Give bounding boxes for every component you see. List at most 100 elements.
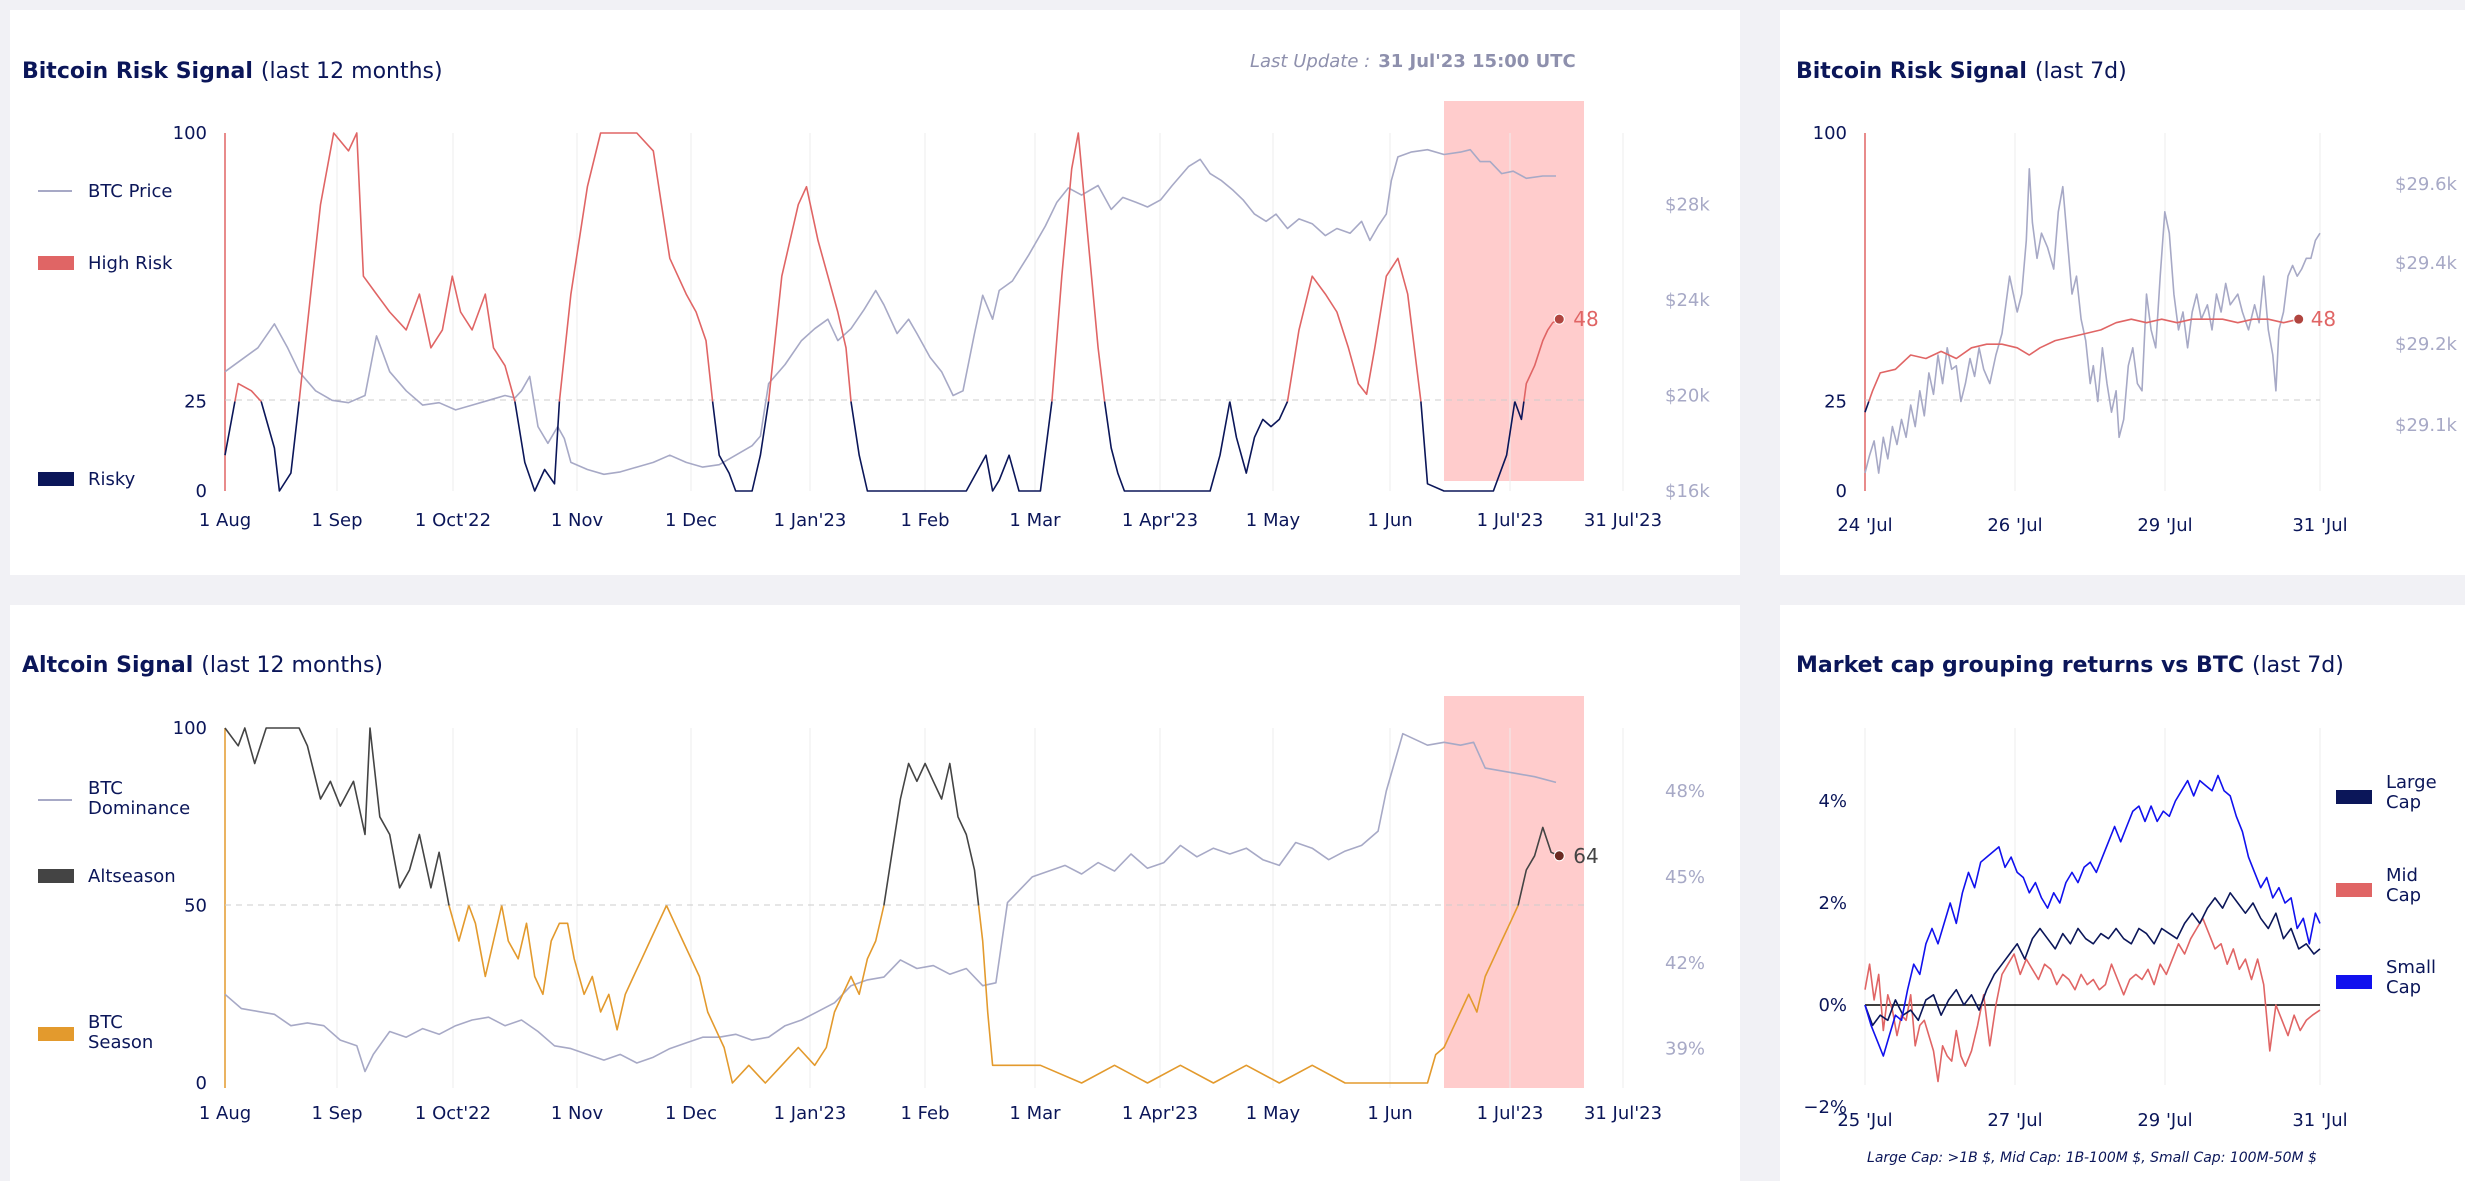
risk-12m-x-tick: 1 Mar xyxy=(1009,510,1061,531)
risk-12m-right-tick: $20k xyxy=(1665,386,1710,407)
risk-7d-right-tick: $29.4k xyxy=(2395,253,2458,274)
legend-btc-season-line: BTC xyxy=(88,1012,123,1033)
altcoin-12m-x-tick: 1 Nov xyxy=(551,1103,604,1124)
mcap-7d-title: Market cap grouping returns vs BTC xyxy=(1796,653,2244,678)
risk-12m-signal-segment-3 xyxy=(298,132,516,402)
altcoin-12m-y-tick: 50 xyxy=(184,896,207,917)
legend-btc-season: BTC Season xyxy=(88,1012,153,1053)
risk-12m-signal-segment-2 xyxy=(260,401,300,492)
risk-7d-signal-segment-0 xyxy=(1864,401,1870,413)
altcoin-12m-x-tick: 1 Apr'23 xyxy=(1122,1103,1198,1124)
legend-altseason-swatch xyxy=(38,869,74,883)
altcoin-12m-x-tick: 1 Mar xyxy=(1009,1103,1061,1124)
legend-large-cap-line: Large xyxy=(2386,772,2437,793)
risk-12m-price-line xyxy=(224,148,1556,476)
mcap-7d-y-tick: 2% xyxy=(1818,893,1847,914)
risk-12m-x-tick: 1 Jul'23 xyxy=(1477,510,1544,531)
legend-mid-cap-line: Mid xyxy=(2386,865,2418,886)
legend-mid-cap-line: Cap xyxy=(2386,885,2421,906)
altcoin-12m-y-tick: 0 xyxy=(196,1073,207,1094)
risk-12m-signal-segment-1 xyxy=(234,382,262,403)
risk-7d-right-tick: $29.1k xyxy=(2395,415,2458,436)
mcap-mid-cap-line xyxy=(1864,917,2321,1083)
risk-7d-ticks: 24 'Jul 26 'Jul 29 'Jul 31 'Jul 0 25 100 $29.1k… xyxy=(1813,123,2458,536)
risk-12m-right-tick: $24k xyxy=(1665,290,1710,311)
altcoin-12m-title: Altcoin Signal xyxy=(22,653,193,678)
mcap-7d-y-tick: −2% xyxy=(1803,1097,1847,1118)
altcoin-12m-signal-segment-3 xyxy=(468,905,503,978)
risk-12m-x-tick: 1 Oct'22 xyxy=(415,510,491,531)
risk-12m-x-tick: 1 Nov xyxy=(551,510,604,531)
svg-text:Altcoin Signal(last 12 months): Altcoin Signal (last 12 months) xyxy=(22,653,383,678)
risk-12m-x-tick: 1 Jan'23 xyxy=(774,510,847,531)
legend-btc-price: BTC Price xyxy=(88,181,173,202)
altcoin-12m-x-tick: 1 Jan'23 xyxy=(774,1103,847,1124)
altcoin-12m-subtitle: (last 12 months) xyxy=(201,653,383,678)
altcoin-12m-end-marker xyxy=(1553,850,1565,862)
svg-text:Bitcoin Risk Signal(last 7d): Bitcoin Risk Signal (last 7d) xyxy=(1796,59,2127,84)
risk-12m-signal-segment-7 xyxy=(767,185,852,402)
legend-risky: Risky xyxy=(88,469,136,490)
risk-7d-y-tick: 0 xyxy=(1836,481,1847,502)
risk-7d-price-series xyxy=(1864,168,2321,474)
risk-12m-y-tick: 100 xyxy=(173,123,207,144)
legend-mid-cap: Mid Cap xyxy=(2386,865,2421,906)
risk-12m-x-tick: 1 Apr'23 xyxy=(1122,510,1198,531)
risk-7d-chart: Bitcoin Risk Signal (last 7d) 24 'Jul 26 '… xyxy=(1796,59,2458,536)
risk-7d-x-tick: 24 'Jul xyxy=(1837,515,1892,536)
risk-12m-signal-segment-16 xyxy=(1514,401,1525,421)
risk-7d-end-marker xyxy=(2293,313,2305,325)
risk-12m-y-tick: 25 xyxy=(184,392,207,413)
risk-12m-signal-segment-6 xyxy=(711,401,770,492)
mcap-7d-x-tick: 31 'Jul xyxy=(2292,1110,2347,1131)
legend-high-risk-swatch xyxy=(38,256,74,270)
risk-7d-x-tick: 31 'Jul xyxy=(2292,515,2347,536)
risk-12m-chart: Bitcoin Risk Signal (last 12 months) Last… xyxy=(22,51,1710,531)
risk-12m-price-series xyxy=(224,148,1556,476)
risk-12m-grid xyxy=(336,133,1624,491)
risk-12m-x-tick: 31 Jul'23 xyxy=(1584,510,1662,531)
altcoin-12m-x-tick: 1 Sep xyxy=(311,1103,362,1124)
risk-12m-x-tick: 1 Aug xyxy=(199,510,251,531)
legend-mid-cap-swatch xyxy=(2336,883,2372,897)
legend-large-cap-line: Cap xyxy=(2386,792,2421,813)
risk-7d-y-tick: 25 xyxy=(1824,392,1847,413)
altcoin-12m-x-tick: 1 Dec xyxy=(665,1103,717,1124)
mcap-7d-series xyxy=(1864,774,2321,1083)
altcoin-12m-ticks: 1 Aug 1 Sep 1 Oct'22 1 Nov 1 Dec 1 Jan'23 1 Fe… xyxy=(173,718,1705,1124)
svg-text:Bitcoin Risk Signal(last 12 mo: Bitcoin Risk Signal (last 12 months) xyxy=(22,59,443,84)
risk-12m-subtitle: (last 12 months) xyxy=(261,59,443,84)
altcoin-12m-x-tick: 1 May xyxy=(1246,1103,1301,1124)
risk-7d-right-tick: $29.6k xyxy=(2395,174,2458,195)
mcap-7d-panel: Market cap grouping returns vs BTC (last … xyxy=(1780,605,2465,1181)
mcap-7d-x-tick: 25 'Jul xyxy=(1837,1110,1892,1131)
risk-12m-x-tick: 1 Feb xyxy=(900,510,949,531)
mcap-7d-y-tick: 4% xyxy=(1818,791,1847,812)
mcap-large-cap-line xyxy=(1864,891,2321,1027)
risk-12m-signal-series xyxy=(224,132,1560,492)
altcoin-12m-legend: BTC Dominance Altseason BTC Season xyxy=(38,778,190,1053)
altcoin-12m-x-tick: 1 Jun xyxy=(1367,1103,1412,1124)
risk-12m-signal-segment-13 xyxy=(1286,257,1422,402)
altcoin-12m-signal-segment-10 xyxy=(1517,826,1560,906)
legend-small-cap-line: Small xyxy=(2386,957,2436,978)
risk-12m-signal-segment-8 xyxy=(850,401,1053,492)
altcoin-12m-signal-series xyxy=(224,727,1560,1084)
mcap-7d-x-tick: 27 'Jul xyxy=(1987,1110,2042,1131)
legend-altseason: Altseason xyxy=(88,866,176,887)
legend-btc-season-line: Season xyxy=(88,1032,153,1053)
risk-7d-subtitle: (last 7d) xyxy=(2035,59,2127,84)
risk-7d-right-tick: $29.2k xyxy=(2395,334,2458,355)
legend-btc-dominance: BTC Dominance xyxy=(88,778,190,819)
legend-high-risk: High Risk xyxy=(88,253,173,274)
risk-12m-legend: BTC Price High Risk Risky xyxy=(38,181,173,490)
mcap-7d-chart: Market cap grouping returns vs BTC (last … xyxy=(1796,653,2437,1166)
risk-12m-signal-segment-4 xyxy=(514,401,561,492)
risk-12m-signal-segment-10 xyxy=(1103,401,1231,492)
altcoin-12m-right-tick: 42% xyxy=(1665,953,1705,974)
altcoin-12m-x-tick: 1 Feb xyxy=(900,1103,949,1124)
last-update-value: 31 Jul'23 15:00 UTC xyxy=(1378,51,1576,72)
legend-large-cap: Large Cap xyxy=(2386,772,2437,813)
risk-12m-title: Bitcoin Risk Signal xyxy=(22,59,253,84)
risk-12m-highlight-band xyxy=(1444,101,1584,481)
